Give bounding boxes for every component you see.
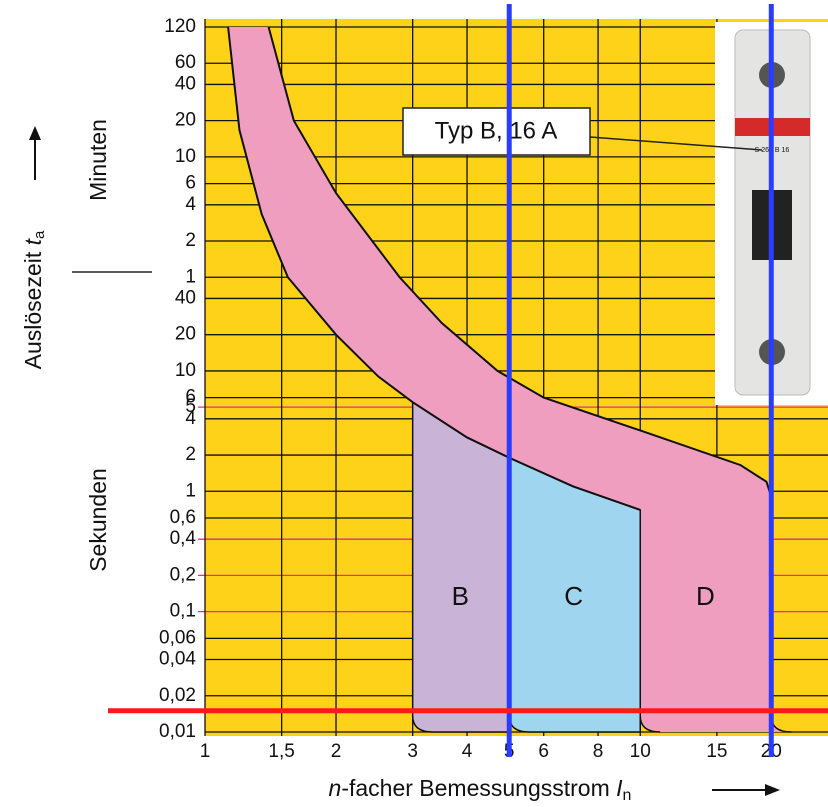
y-tick-label: 120 [164,16,196,37]
annotation: Typ B, 16 A [402,107,763,156]
y-tick-label: 10 [175,146,196,167]
x-tick-label: 6 [538,741,549,762]
y-tick-label: 5 [185,396,196,417]
region-label: B [452,581,469,611]
y-tick-label: 0,4 [170,528,197,549]
y-tick-label: 6 [185,173,196,194]
y-tick-label: 0,1 [170,601,196,622]
x-label-sub: n [623,787,632,804]
y-tick-label: 20 [175,324,196,345]
x-tick-label: 8 [593,741,604,762]
y-tick-label: 0,06 [159,627,196,648]
y-tick-label: 2 [185,444,196,465]
y-tick-label: 4 [185,408,196,429]
y-label-sub: a [31,230,48,239]
x-tick-label: 1 [200,741,211,762]
x-label-symbol: I [616,775,623,801]
x-tick-label: 10 [630,741,651,762]
y-tick-label: 40 [175,287,196,308]
y-tick-label: 6 [185,387,196,408]
x-label-text: -facher Bemessungsstrom [341,775,616,801]
y-tick-label: 0,02 [159,685,196,706]
y-tick-label: 1 [185,480,196,501]
region-label: C [564,581,583,611]
y-tick-label: 60 [175,52,196,73]
seconds-label: Sekunden [85,468,111,572]
region-label: D [696,581,715,611]
y-tick-label: 10 [175,360,196,381]
x-tick-label: 3 [407,741,418,762]
y-axis-label: Auslösezeit ta [20,230,48,369]
x-tick-label: 15 [706,741,727,762]
y-tick-label: 0,04 [159,649,196,670]
y-tick-label: 40 [175,73,196,94]
x-tick-label: 1,5 [268,741,294,762]
x-tick-label: 4 [462,741,473,762]
y-tick-label: 0,2 [170,564,196,585]
x-arrow [712,784,780,796]
y-label-text: Auslösezeit [20,245,46,369]
y-tick-label: 0,01 [159,721,196,742]
x-label-var: n [329,775,342,801]
y-tick-label: 0,6 [170,507,196,528]
y-tick-label: 4 [185,194,196,215]
trip-curve [267,26,773,498]
y-tick-label: 2 [185,230,196,251]
annotation-box [402,107,591,156]
y-tick-label: 20 [175,110,196,131]
y-arrow [29,126,41,180]
y-label-symbol: t [20,237,46,245]
x-axis-label: n-facher Bemessungsstrom In [329,775,632,804]
minutes-label: Minuten [85,119,111,201]
annotation-text: Typ B, 16 A [435,117,558,144]
y-tick-label: 1 [185,266,196,287]
trip-curve [227,26,641,511]
x-tick-label: 2 [331,741,342,762]
annotation-leader [589,136,763,151]
